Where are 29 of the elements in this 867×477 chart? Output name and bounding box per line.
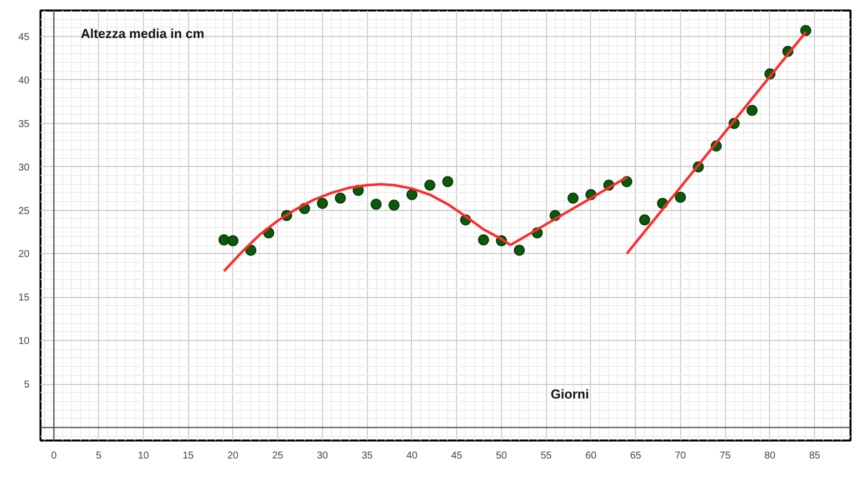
x-tick-label: 30 (316, 450, 328, 462)
x-axis-title: Giorni (550, 386, 589, 402)
x-tick-label: 10 (138, 450, 150, 462)
x-tick-label: 75 (720, 450, 732, 462)
x-tick-label: 70 (674, 450, 686, 462)
y-tick-label: 5 (24, 380, 30, 391)
y-tick-label: 40 (18, 75, 30, 86)
x-tick-label: 0 (51, 450, 58, 462)
x-tick-label: 25 (272, 450, 284, 462)
x-tick-label: 45 (451, 450, 463, 462)
y-axis-title: Altezza media in cm (80, 26, 204, 41)
x-tick-label: 35 (362, 450, 374, 462)
x-tick-label: 5 (96, 450, 102, 462)
y-tick-label: 25 (18, 206, 30, 217)
y-tick-label: 10 (18, 336, 30, 348)
x-tick-label: 80 (764, 450, 776, 462)
x-tick-label: 85 (809, 450, 821, 462)
x-tick-label: 15 (182, 450, 194, 462)
x-tick-label: 55 (540, 450, 552, 462)
x-tick-label: 50 (496, 450, 508, 462)
x-tick-label: 20 (227, 450, 239, 462)
y-tick-label: 30 (18, 162, 30, 174)
y-tick-label: 20 (18, 249, 30, 260)
x-tick-label: 65 (630, 450, 642, 462)
x-tick-label: 60 (585, 450, 597, 462)
x-tick-label: 40 (406, 450, 418, 462)
y-tick-label: 45 (18, 32, 30, 44)
y-tick-label: 15 (18, 292, 30, 304)
y-tick-label: 35 (18, 118, 30, 130)
